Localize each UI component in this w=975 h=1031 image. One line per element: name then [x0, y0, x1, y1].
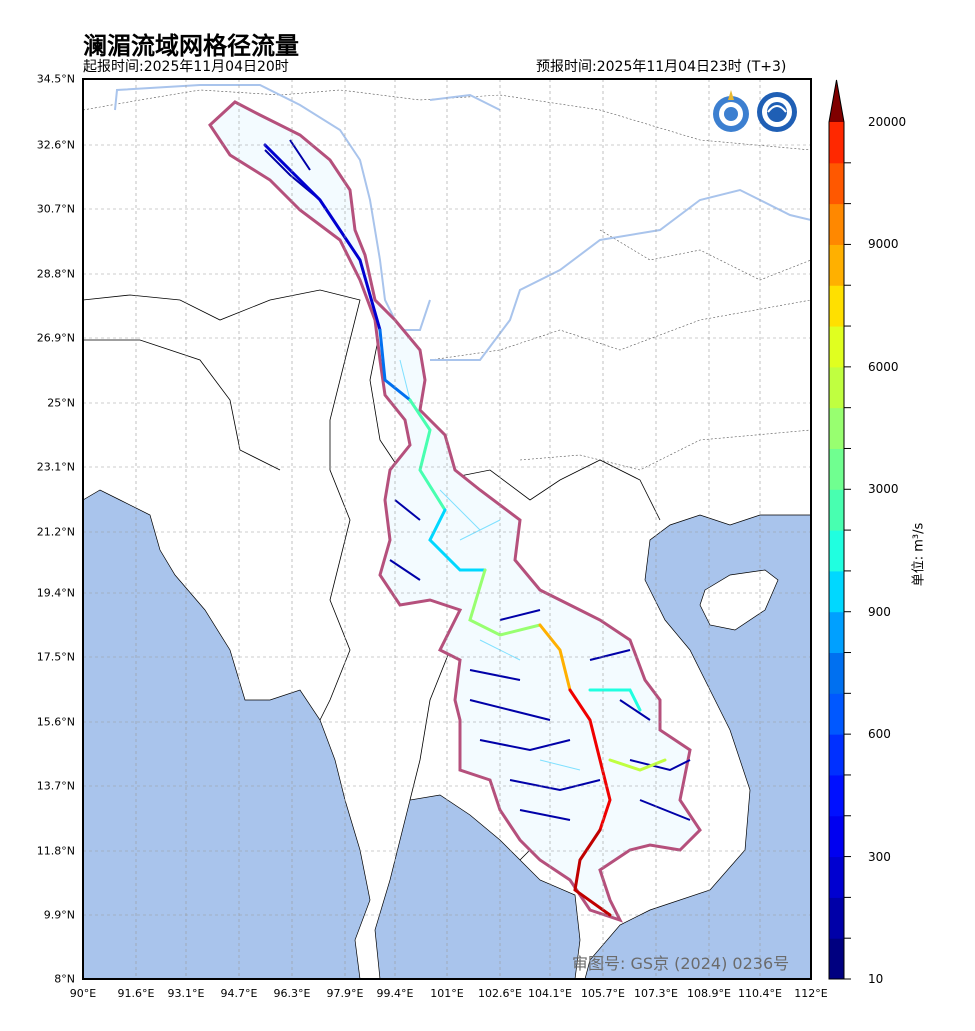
colorbar-label: 900 [868, 604, 891, 619]
lat-tick-label: 23.1°N [36, 460, 75, 474]
colorbar-segment [829, 530, 844, 572]
province-borders [83, 89, 811, 471]
colorbar-segment [829, 203, 844, 245]
colorbar-segment [829, 326, 844, 368]
basin-outline [208, 100, 702, 923]
colorbar-segment [829, 774, 844, 817]
colorbar-label: 3000 [868, 482, 899, 497]
lat-tick-label: 13.7°N [36, 779, 75, 793]
colorbar-segment [829, 489, 844, 531]
colorbar-segment [829, 897, 844, 939]
sea-west [83, 489, 371, 979]
colorbar-label: 10 [868, 972, 884, 986]
cma-logo [757, 92, 797, 132]
lon-tick-label: 90°E [69, 987, 97, 1000]
map-approval-watermark: 审图号: GS京 (2024) 0236号 [572, 954, 790, 973]
lon-tick-label: 105.7°E [581, 987, 625, 1000]
colorbar-segment [829, 856, 844, 898]
issue-time: 起报时间:2025年11月04日20时 [83, 59, 289, 75]
lon-tick-label: 93.1°E [167, 987, 205, 1000]
gridlines [83, 79, 811, 979]
tributaries-minor [399, 359, 581, 771]
colorbar-segment [829, 693, 844, 735]
lat-tick-label: 32.6°N [36, 138, 75, 152]
colorbar-segment [829, 448, 844, 490]
colorbar-label: 20000 [868, 115, 907, 129]
map-frame [82, 78, 812, 980]
colorbar-frame [828, 79, 845, 980]
lon-tick-label: 96.3°E [273, 987, 311, 1000]
lon-tick-label: 97.9°E [326, 987, 364, 1000]
colorbar [828, 79, 851, 980]
tributaries-low-flow [264, 139, 691, 821]
colorbar-label: 6000 [868, 359, 899, 374]
lon-tick-label: 104.1°E [528, 987, 572, 1000]
colorbar-segment [829, 652, 844, 694]
lon-tick-label: 99.4°E [376, 987, 414, 1000]
mekong-main-stem [263, 143, 667, 917]
colorbar-segment [829, 285, 844, 327]
colorbar-segment [829, 122, 844, 164]
lon-tick-label: 112°E [794, 987, 828, 1000]
lat-tick-label: 30.7°N [36, 202, 75, 216]
colorbar-segment [829, 366, 844, 409]
lat-tick-label: 21.2°N [36, 525, 75, 539]
colorbar-segment [829, 407, 844, 449]
colorbar-extend-arrow [829, 80, 844, 122]
hainan-island [699, 569, 779, 631]
colorbar-label: 9000 [868, 237, 899, 252]
lat-tick-label: 25°N [47, 396, 75, 410]
colorbar-segment [829, 244, 844, 286]
colorbar-segment [829, 938, 844, 980]
colorbar-segment [829, 815, 844, 858]
colorbar-unit-label: 单位: m³/s [911, 522, 927, 587]
colorbar-segment [829, 734, 844, 776]
lat-tick-label: 8°N [54, 972, 75, 986]
sea-south-china-sea [584, 514, 811, 979]
lat-tick-label: 11.8°N [36, 844, 75, 858]
colorbar-label: 600 [868, 727, 891, 742]
wmo-logo [713, 90, 749, 132]
lon-tick-label: 107.3°E [634, 987, 678, 1000]
lon-tick-label: 101°E [430, 987, 464, 1000]
sea-gulf-of-thailand [374, 794, 581, 979]
colorbar-label: 300 [868, 849, 891, 864]
lat-tick-label: 28.8°N [36, 267, 75, 281]
lon-tick-label: 110.4°E [738, 987, 782, 1000]
lon-tick-label: 102.6°E [478, 987, 522, 1000]
colorbar-segment [829, 162, 844, 205]
lat-tick-label: 15.6°N [36, 715, 75, 729]
colorbar-segment [829, 570, 844, 613]
page-title: 澜湄流域网格径流量 [83, 32, 299, 60]
forecast-time: 预报时间:2025年11月04日23时 (T+3) [536, 59, 787, 75]
lat-tick-label: 26.9°N [36, 331, 75, 345]
lat-tick-label: 9.9°N [43, 908, 75, 922]
colorbar-segment [829, 611, 844, 654]
lon-tick-label: 94.7°E [220, 987, 258, 1000]
lat-tick-label: 17.5°N [36, 650, 75, 664]
lon-tick-label: 91.6°E [117, 987, 155, 1000]
lat-tick-label: 34.5°N [36, 72, 75, 86]
lat-tick-label: 19.4°N [36, 586, 75, 600]
lon-tick-label: 108.9°E [687, 987, 731, 1000]
